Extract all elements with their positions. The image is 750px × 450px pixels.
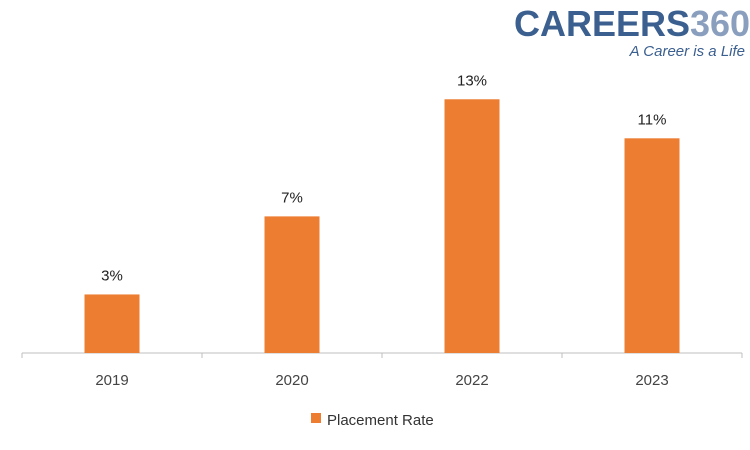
bar [84,294,140,353]
brand-tagline: A Career is a Life [629,43,745,60]
bar [264,216,320,353]
x-tick-label: 2020 [275,372,308,389]
data-label: 3% [101,267,123,284]
x-tick-label: 2022 [455,372,488,389]
brand-name-part2: 360 [690,3,750,44]
bar [624,138,680,353]
legend: Placement Rate [311,412,434,429]
legend-swatch [311,413,321,423]
x-tick-label: 2019 [95,372,128,389]
plot-area: 3% 2019 7% 2020 13% 2022 11% 2023 [21,72,743,389]
data-label: 11% [638,111,667,128]
brand-name-part1: CAREERS [514,3,690,44]
legend-label: Placement Rate [327,412,434,429]
svg-text:CAREERS: CAREERS [514,3,690,44]
data-label: 13% [457,72,487,89]
data-label: 7% [281,189,303,206]
brand-logo: CAREERS 360 A Career is a Life [514,3,750,60]
x-tick-label: 2023 [635,372,668,389]
bar [444,99,500,353]
